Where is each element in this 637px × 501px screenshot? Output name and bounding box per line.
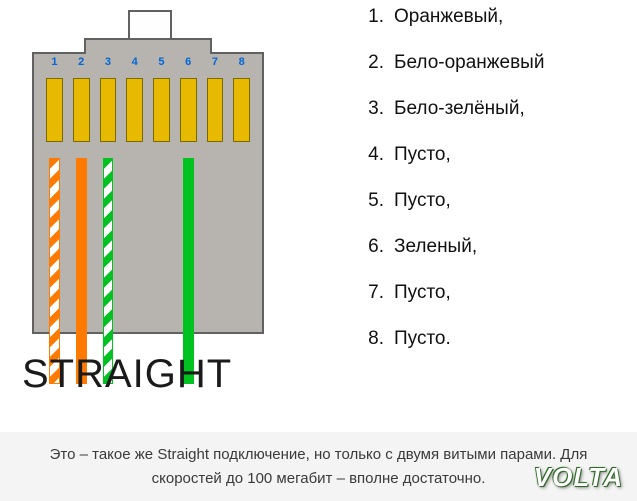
diagram-area: 12345678 STRAIGHT 1.Оранжевый, 2.Бело-ора…	[0, 0, 637, 433]
connector-wires	[44, 158, 252, 384]
legend-item: 4.Пусто,	[358, 144, 628, 166]
connector-wire	[71, 158, 92, 384]
caption-text: Это – такое же Straight подключение, но …	[19, 443, 619, 490]
connector-wire	[178, 158, 199, 384]
legend-item: 7.Пусто,	[358, 282, 628, 304]
legend-item: 1.Оранжевый,	[358, 6, 628, 28]
connector-wire	[231, 158, 252, 384]
connector-body: 12345678	[32, 38, 264, 334]
connector-wire	[151, 158, 172, 384]
legend-item: 6.Зеленый,	[358, 236, 628, 258]
connector-label: STRAIGHT	[22, 352, 232, 397]
legend-item: 3.Бело-зелёный,	[358, 98, 628, 120]
legend-item: 2.Бело-оранжевый	[358, 52, 628, 74]
connector-wire	[205, 158, 226, 384]
connector-wire	[124, 158, 145, 384]
watermark-logo: VOLTA	[534, 462, 623, 493]
legend-item: 8.Пусто.	[358, 328, 628, 350]
connector-wire	[44, 158, 65, 384]
connector-wire	[98, 158, 119, 384]
legend-list: 1.Оранжевый, 2.Бело-оранжевый 3.Бело-зелён…	[358, 6, 628, 350]
connector-clip	[128, 10, 172, 40]
legend-item: 5.Пусто,	[358, 190, 628, 212]
rj45-connector: 12345678	[32, 10, 264, 380]
